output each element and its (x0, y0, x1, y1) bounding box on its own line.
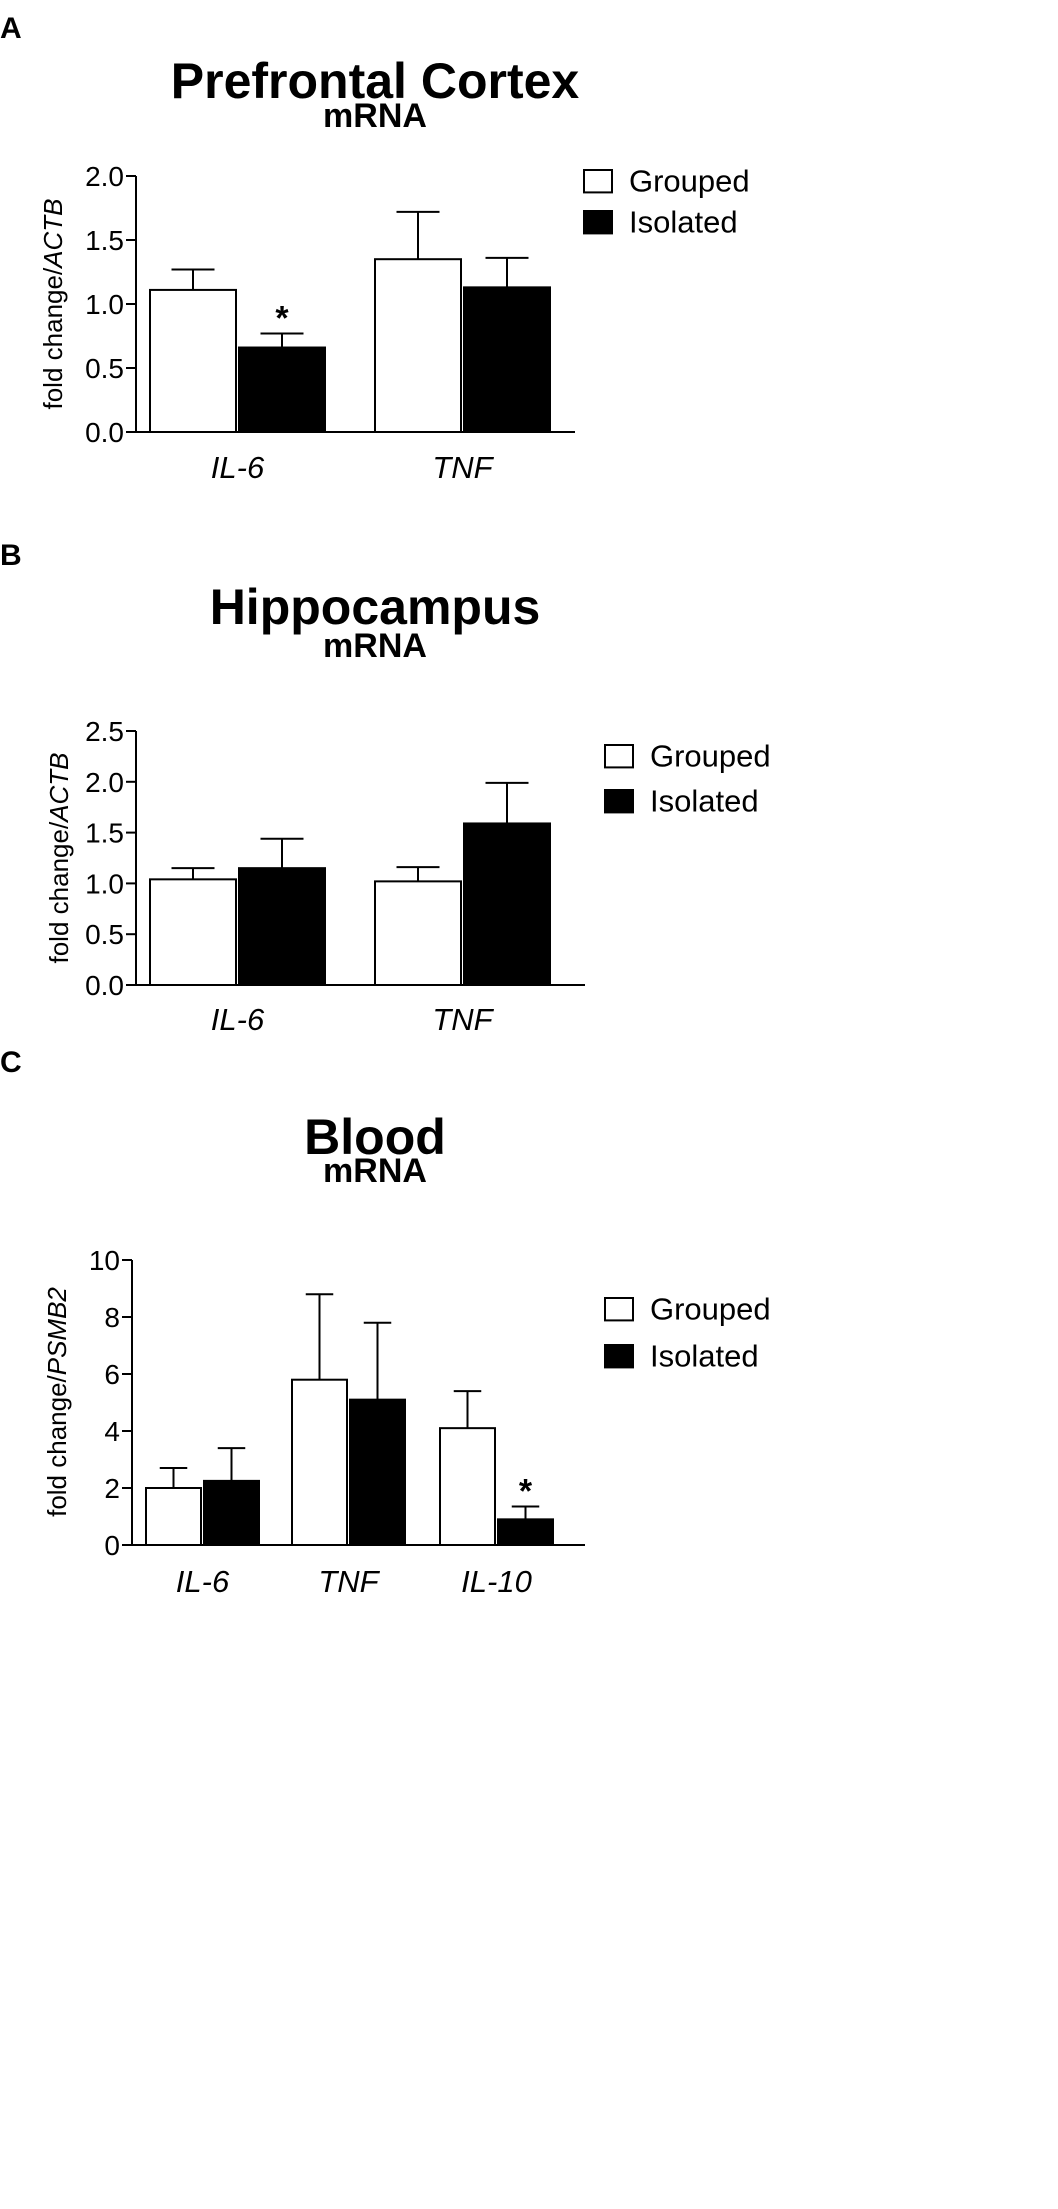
legend-label: Grouped (650, 738, 771, 773)
y-tick-label: 1.0 (85, 289, 124, 320)
legend-swatch-isolated (583, 210, 613, 235)
bar-grouped-il-6 (145, 1487, 202, 1546)
bar-grouped-tnf (374, 258, 462, 434)
legend-label: Isolated (650, 783, 759, 818)
significance-marker: * (275, 299, 289, 337)
y-axis-label-text: fold change/ (44, 821, 74, 963)
bar-grouped-tnf (374, 880, 462, 986)
y-tick-label: 2 (104, 1473, 120, 1504)
bar-grouped-il-6 (149, 878, 237, 986)
bar-grouped-tnf (291, 1378, 348, 1546)
chart-title: Prefrontal Cortex (171, 53, 580, 109)
panel-letter: B (0, 539, 22, 572)
y-axis-label: fold change/ACTB (44, 752, 74, 963)
legend: Grouped Isolated (604, 1291, 771, 1373)
y-tick-label: 0.5 (85, 353, 124, 384)
y-tick-label: 2.5 (85, 716, 124, 747)
category-label: IL-6 (211, 450, 265, 485)
legend: Grouped Isolated (583, 163, 750, 239)
chart-subtitle: mRNA (323, 627, 427, 665)
y-tick-label: 0.0 (85, 970, 124, 1001)
chart-subtitle: mRNA (323, 1152, 427, 1190)
y-tick-label: 1.5 (85, 225, 124, 256)
legend-label: Grouped (629, 163, 750, 198)
y-axis-label-text: fold change/ (38, 267, 68, 409)
legend-swatch-isolated (604, 1344, 634, 1369)
y-tick-label: 0 (104, 1530, 120, 1561)
y-tick-label: 4 (104, 1416, 120, 1447)
bar-isolated-tnf (463, 286, 551, 433)
category-label: TNF (432, 1002, 494, 1037)
chart-title: Blood (304, 1109, 446, 1165)
panel-letter: C (0, 1046, 22, 1079)
bar-isolated-il-10 (497, 1518, 554, 1546)
y-tick-label: 1.5 (85, 818, 124, 849)
legend-swatch-grouped (604, 744, 634, 769)
legend-label: Grouped (650, 1291, 771, 1326)
category-label: TNF (318, 1564, 380, 1599)
category-label: IL-6 (211, 1002, 265, 1037)
y-axis-label: fold change/ACTB (38, 198, 68, 409)
y-axis-label: fold change/PSMB2 (42, 1287, 72, 1517)
category-label: TNF (432, 450, 494, 485)
y-tick-label: 2.0 (85, 161, 124, 192)
legend-swatch-grouped (583, 169, 613, 194)
chart-title: Hippocampus (210, 579, 541, 635)
bar-isolated-tnf (463, 822, 551, 986)
y-tick-label: 2.0 (85, 767, 124, 798)
y-axis-label-gene: PSMB2 (42, 1287, 72, 1376)
legend-swatch-isolated (604, 789, 634, 814)
y-tick-label: 10 (89, 1245, 120, 1276)
legend: Grouped Isolated (604, 738, 771, 818)
chart-subtitle: mRNA (323, 97, 427, 135)
bar-isolated-il-6 (203, 1479, 260, 1546)
panel-letter: A (0, 12, 22, 45)
category-label: IL-10 (461, 1564, 532, 1599)
bar-grouped-il-6 (149, 288, 237, 434)
y-tick-label: 0.5 (85, 919, 124, 950)
bar-isolated-il-6 (238, 346, 326, 433)
bar-isolated-tnf (349, 1398, 406, 1547)
bar-isolated-il-6 (238, 867, 326, 986)
bar-grouped-il-10 (439, 1427, 496, 1547)
y-axis-label-gene: ACTB (44, 752, 74, 823)
legend-label: Isolated (650, 1338, 759, 1373)
y-tick-label: 8 (104, 1302, 120, 1333)
y-tick-label: 0.0 (85, 417, 124, 448)
y-tick-label: 1.0 (85, 868, 124, 899)
legend-label: Isolated (629, 204, 738, 239)
legend-swatch-grouped (604, 1297, 634, 1322)
y-tick-label: 6 (104, 1359, 120, 1390)
y-axis-label-gene: ACTB (38, 198, 68, 269)
category-label: IL-6 (176, 1564, 230, 1599)
y-axis-label-text: fold change/ (42, 1374, 72, 1516)
significance-marker: * (519, 1473, 533, 1511)
